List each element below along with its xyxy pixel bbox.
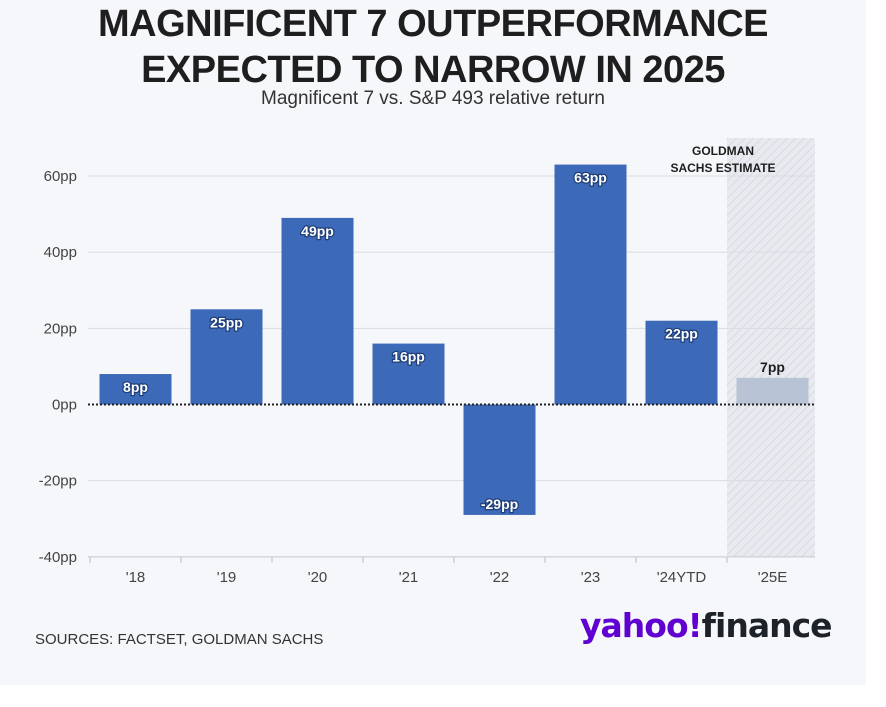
bar-value-label: 16pp <box>392 349 425 365</box>
bar-value-label: 25pp <box>210 314 243 330</box>
y-tick-label: 20pp <box>44 320 77 337</box>
bar <box>99 374 172 405</box>
chart-subtitle: Magnificent 7 vs. S&P 493 relative retur… <box>261 88 605 109</box>
bar <box>372 343 445 405</box>
bar <box>554 164 627 405</box>
title-line-1: MAGNIFICENT 7 OUTPERFORMANCE <box>98 3 769 45</box>
bar <box>645 320 718 405</box>
x-tick-label: '19 <box>217 569 237 586</box>
page-title: MAGNIFICENT 7 OUTPERFORMANCE EXPECTED TO… <box>0 0 866 93</box>
yahoo-finance-logo: yahoo!finance <box>580 606 833 645</box>
chart-panel <box>0 0 866 685</box>
x-tick-label: '23 <box>581 569 601 586</box>
logo-finance: finance <box>701 606 833 645</box>
estimate-label-line: SACHS ESTIMATE <box>670 161 775 175</box>
bar <box>463 404 536 515</box>
bar <box>736 377 809 405</box>
bar-chart: GOLDMAN SACHS ESTIMATE 60pp 40pp 20pp 0pp -20… <box>39 138 815 586</box>
bar-value-label: -29pp <box>481 496 518 512</box>
estimate-label-line: GOLDMAN <box>692 144 754 158</box>
bar-value-label: 49pp <box>301 223 334 239</box>
bar-value-label: 7pp <box>760 359 785 375</box>
x-tick-label: '24YTD <box>657 569 707 586</box>
bar <box>281 217 354 405</box>
x-tick-label: '20 <box>308 569 328 586</box>
bar-value-label: 22pp <box>665 326 698 342</box>
x-tick-label: '21 <box>399 569 419 586</box>
estimate-band <box>727 138 815 557</box>
y-tick-label: 40pp <box>44 244 77 261</box>
y-tick-label: 60pp <box>44 168 77 185</box>
y-tick-label: -20pp <box>39 473 77 490</box>
source-note: SOURCES: FACTSET, GOLDMAN SACHS <box>35 631 324 648</box>
x-tick-label: '25E <box>758 569 788 586</box>
x-tick-label: '22 <box>490 569 510 586</box>
logo-yahoo: yahoo! <box>580 606 703 645</box>
bar-value-label: 8pp <box>123 379 148 395</box>
title-line-2: EXPECTED TO NARROW IN 2025 <box>141 49 725 91</box>
y-tick-label: 0pp <box>52 397 77 414</box>
bar-value-label: 63pp <box>574 170 607 186</box>
x-tick-label: '18 <box>126 569 146 586</box>
y-tick-label: -40pp <box>39 549 77 566</box>
bar <box>190 309 263 405</box>
